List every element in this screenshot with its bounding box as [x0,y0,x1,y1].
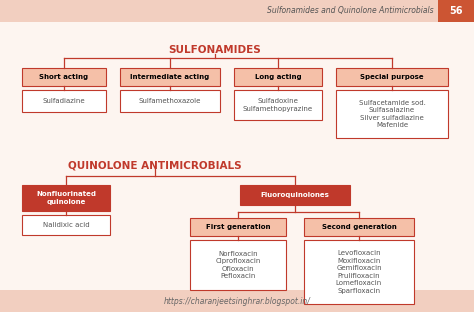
Bar [0,290,474,312]
Text: Nalidixic acid: Nalidixic acid [43,222,89,228]
Text: Sulfacetamide sod.
Sulfasalazine
Silver sulfadiazine
Mafenide: Sulfacetamide sod. Sulfasalazine Silver … [358,100,426,128]
Bar [22,185,110,211]
Text: Nonfluorinated
quinolone: Nonfluorinated quinolone [36,191,96,205]
Text: Second generation: Second generation [322,224,396,230]
Text: Sulfadoxine
Sulfamethopyrazine: Sulfadoxine Sulfamethopyrazine [243,98,313,112]
Bar [234,68,322,86]
Bar [22,90,106,112]
Bar [190,240,286,290]
Bar [120,90,220,112]
Bar [336,68,448,86]
Bar [22,215,110,235]
Bar [304,240,414,304]
Text: Long acting: Long acting [255,74,301,80]
Text: Sulfamethoxazole: Sulfamethoxazole [139,98,201,104]
Bar [120,68,220,86]
Text: SULFONAMIDES: SULFONAMIDES [169,45,261,55]
Text: Special purpose: Special purpose [360,74,424,80]
Text: Sulfonamides and Quinolone Antimicrobials: Sulfonamides and Quinolone Antimicrobial… [267,7,434,16]
Text: 56: 56 [449,6,463,16]
Text: Intermediate acting: Intermediate acting [130,74,210,80]
Text: QUINOLONE ANTIMICROBIALS: QUINOLONE ANTIMICROBIALS [68,160,242,170]
Text: Short acting: Short acting [39,74,89,80]
Text: https://charanjeetsinghrar.blogspot.in/: https://charanjeetsinghrar.blogspot.in/ [164,296,310,305]
Bar [438,0,474,22]
Text: Fluoroquinolones: Fluoroquinolones [261,192,329,198]
Text: Levofloxacin
Moxifloxacin
Gemifloxacin
Prulifloxacin
Lomefloxacin
Sparfloxacin: Levofloxacin Moxifloxacin Gemifloxacin P… [336,250,382,294]
Bar [304,218,414,236]
Bar [0,0,474,22]
Text: Sulfadiazine: Sulfadiazine [43,98,85,104]
Bar [190,218,286,236]
Bar [234,90,322,120]
Bar [22,68,106,86]
Text: First generation: First generation [206,224,270,230]
Bar [240,185,350,205]
Text: Norfloxacin
Ciprofloxacin
Ofloxacin
Pefloxacin: Norfloxacin Ciprofloxacin Ofloxacin Pefl… [215,251,261,279]
Bar [336,90,448,138]
